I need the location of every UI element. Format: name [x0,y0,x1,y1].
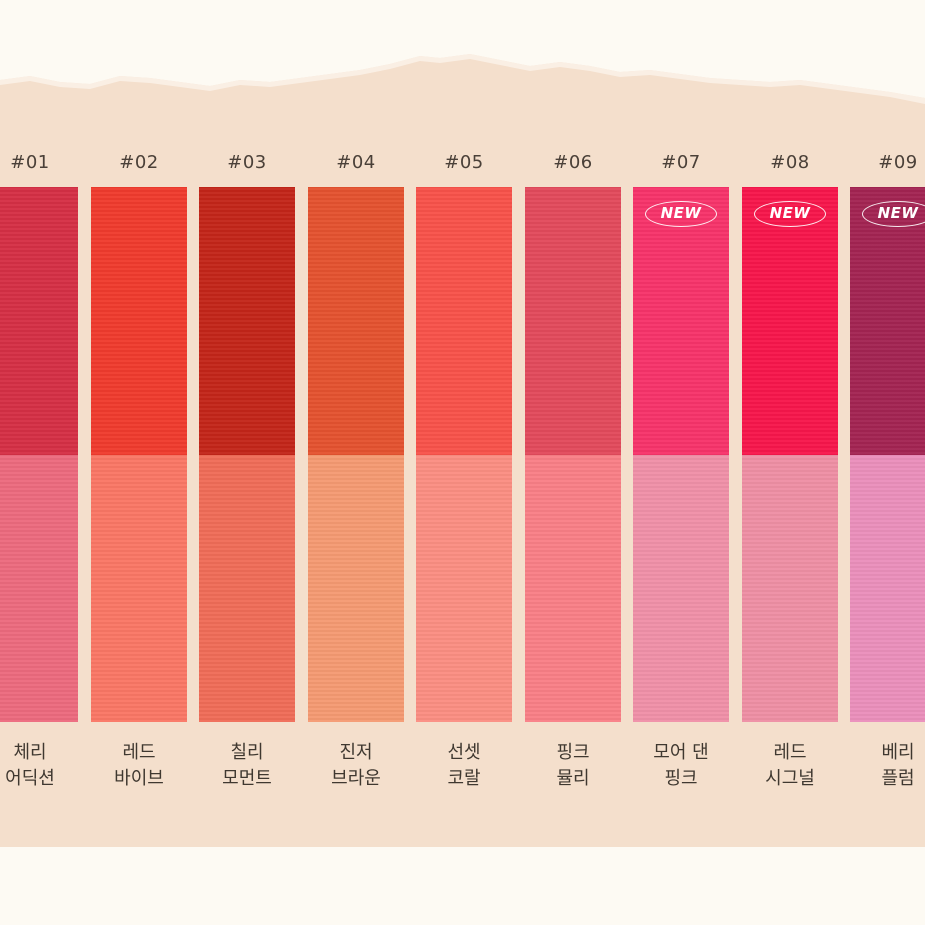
swatch-color-heavy [850,187,925,455]
swatch-color-heavy [199,187,295,455]
shade-name-line2: 뮬리 [556,768,590,789]
new-badge: NEW [754,201,826,227]
swatch-color-heavy [742,187,838,455]
swatch-color-light [91,455,187,722]
new-badge: NEW [645,201,717,227]
shade-name-line1: 체리 [13,742,47,763]
shade-name-line2: 핑크 [664,768,698,789]
shade-name-line1: 베리 [881,742,915,763]
shade-name-line1: 모어 댄 [653,742,709,763]
shade-swatch [525,187,621,722]
swatch-color-heavy [633,187,729,455]
swatch-color-light [0,455,78,722]
swatch-color-light [742,455,838,722]
swatch-color-light [199,455,295,722]
swatch-color-light [525,455,621,722]
swatch-color-light [416,455,512,722]
shade-code: #01 [10,152,50,173]
shade-swatch: NEW [850,187,925,722]
shade-name-line2: 코랄 [447,768,481,789]
shade-code: #07 [661,152,701,173]
swatch-color-light [308,455,404,722]
shade-name-line1: 레드 [122,742,156,763]
shade-name-line2: 브라운 [331,768,381,789]
swatch-color-heavy [525,187,621,455]
shade-code: #04 [336,152,376,173]
shade-code: #03 [227,152,267,173]
shade-code: #08 [770,152,810,173]
shade-swatch: NEW [633,187,729,722]
shade-name-line2: 어딕션 [5,768,55,789]
shade-swatch [199,187,295,722]
shade-swatch [91,187,187,722]
shade-name-line1: 레드 [773,742,807,763]
swatch-color-light [633,455,729,722]
shade-name-line2: 바이브 [114,768,164,789]
new-badge: NEW [862,201,925,227]
shade-name-line2: 플럼 [881,768,915,789]
swatch-color-heavy [91,187,187,455]
shade-name-line2: 모먼트 [222,768,272,789]
swatch-color-heavy [0,187,78,455]
shade-code: #02 [119,152,159,173]
shade-swatch [308,187,404,722]
shade-swatch: NEW [742,187,838,722]
shade-name-line1: 핑크 [556,742,590,763]
shade-swatch [416,187,512,722]
shade-code: #06 [553,152,593,173]
shade-swatch [0,187,78,722]
shade-code: #05 [444,152,484,173]
shade-code: #09 [878,152,918,173]
shade-name-line1: 선셋 [447,742,481,763]
swatch-color-heavy [416,187,512,455]
shade-name-line1: 칠리 [230,742,264,763]
swatch-color-light [850,455,925,722]
swatch-color-heavy [308,187,404,455]
shade-name-line1: 진저 [339,742,373,763]
shade-name-line2: 시그널 [765,768,815,789]
